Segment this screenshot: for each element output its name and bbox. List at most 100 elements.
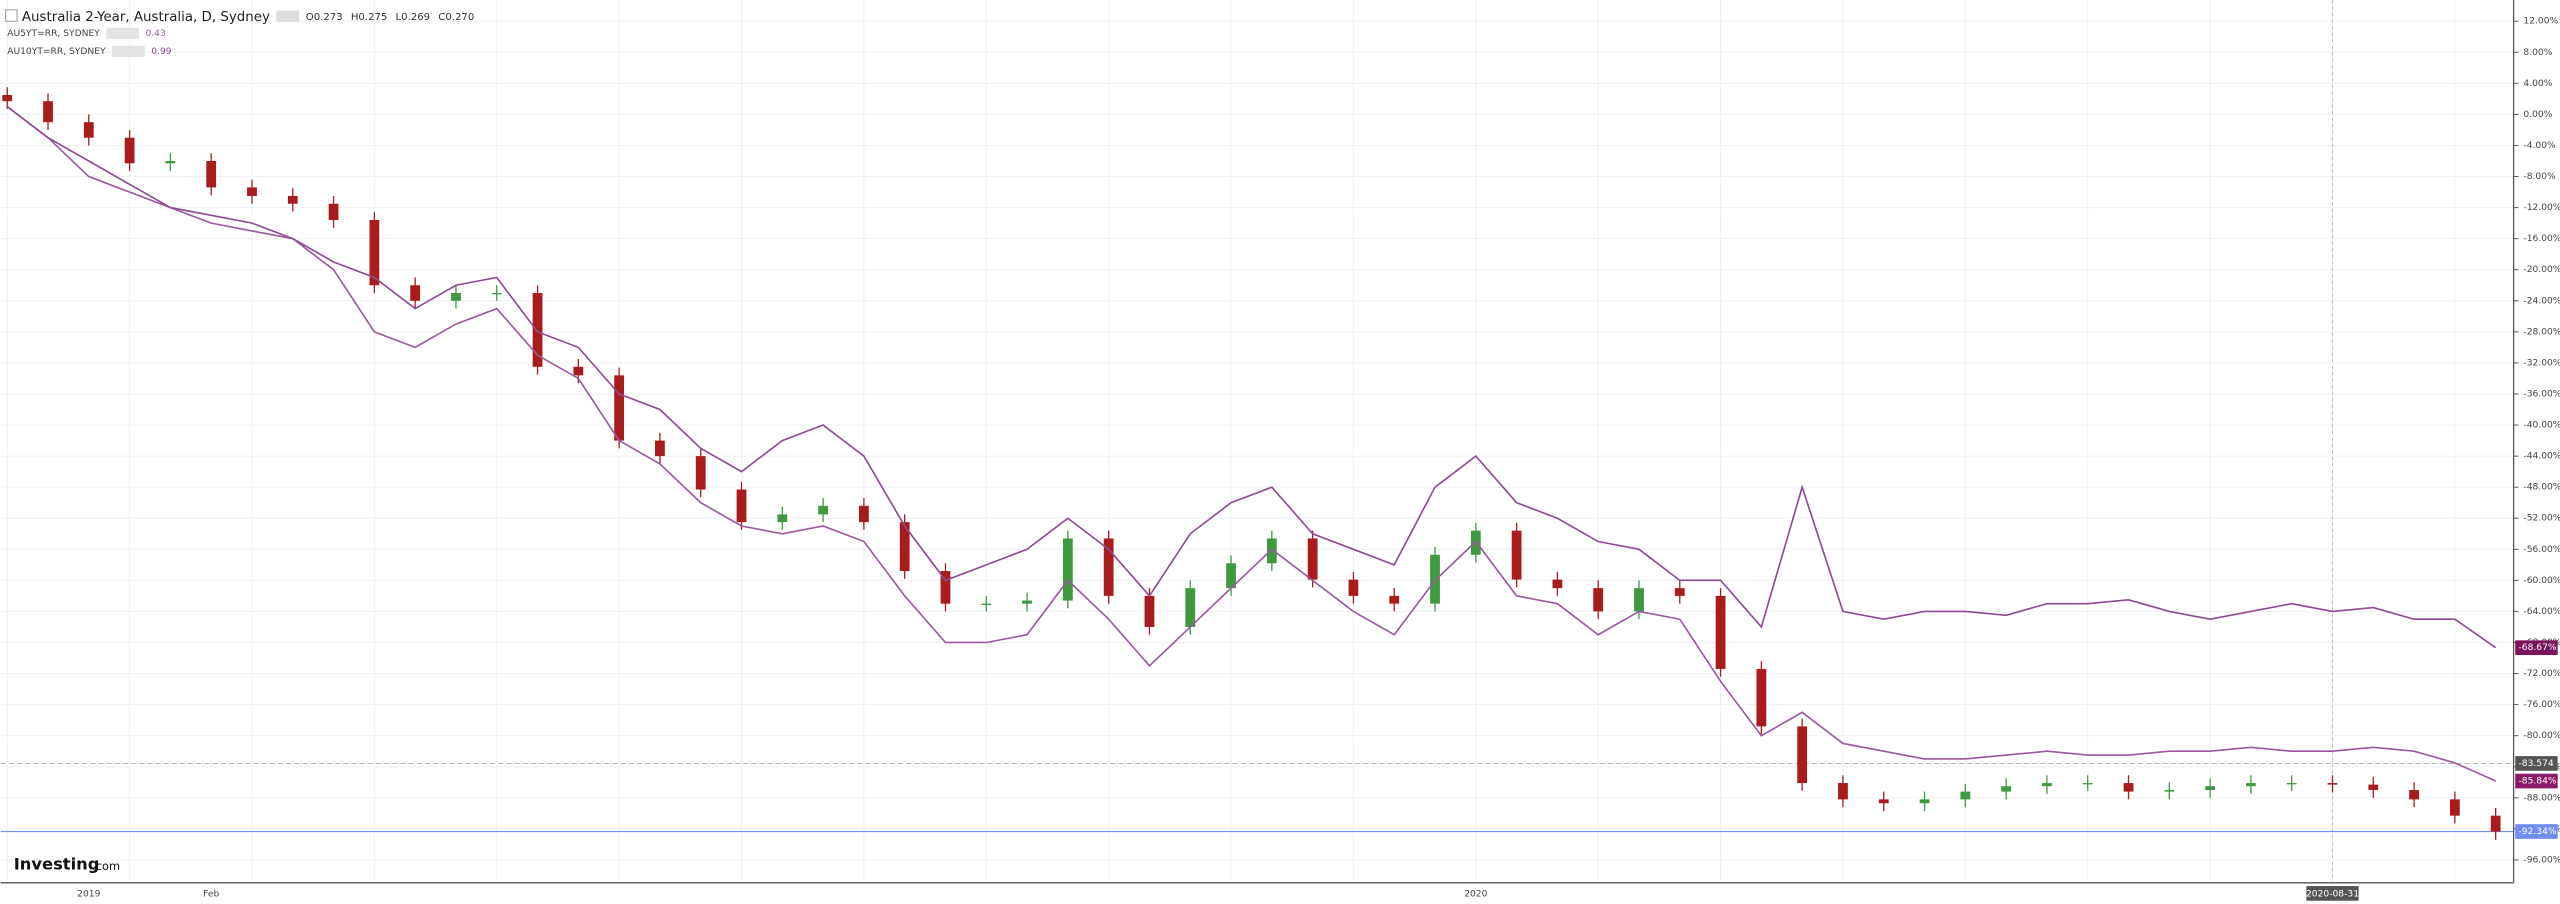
candle-body	[1674, 588, 1685, 596]
candle-body	[859, 505, 869, 523]
candle-body	[2327, 783, 2338, 785]
last-label: -92.34%	[2519, 827, 2557, 837]
candle-body	[2001, 786, 2012, 792]
last-label-bg	[2515, 640, 2558, 656]
crosshair-label-bg	[2306, 886, 2359, 901]
candle-body	[2205, 786, 2216, 791]
y-tick-label: -52.00%	[2523, 514, 2560, 524]
candle-body	[287, 195, 298, 204]
y-tick-label: -24.00%	[2523, 296, 2560, 306]
candle-body	[1797, 726, 1808, 784]
legend-buttons	[276, 10, 300, 23]
candle-body	[247, 187, 257, 196]
candle-body	[2368, 784, 2379, 791]
y-tick-label: -48.00%	[2523, 483, 2560, 493]
candle-body	[2286, 783, 2297, 785]
series-legend: AU5YT=RR, SYDNEY	[7, 29, 100, 39]
candle-body	[1593, 588, 1604, 612]
x-tick-label: 2019	[77, 890, 100, 900]
last-label-bg	[2515, 824, 2558, 839]
y-tick-label: -64.00%	[2523, 607, 2560, 617]
watermark: Investing .com	[14, 854, 120, 873]
y-tick-label: -56.00%	[2523, 545, 2560, 555]
candle-body	[818, 505, 828, 515]
candle-body	[695, 456, 706, 490]
candle-body	[328, 203, 339, 221]
watermark-suffix: .com	[92, 859, 120, 873]
legend-value: 0.99	[151, 47, 172, 57]
y-tick-label: -16.00%	[2523, 234, 2560, 244]
legend-value: 0.43	[145, 29, 166, 39]
candle-body	[1878, 799, 1889, 804]
y-tick-label: -76.00%	[2523, 700, 2560, 710]
candle-body	[2164, 790, 2175, 792]
collapse-icon[interactable]	[5, 9, 18, 22]
last-label: -68.67%	[2519, 643, 2557, 653]
candle-body	[614, 375, 625, 441]
x-tick-label: 2020-08-31	[2306, 890, 2359, 900]
y-tick-label: -40.00%	[2523, 421, 2560, 431]
last-label: -85.84%	[2519, 777, 2557, 787]
candle-body	[2449, 799, 2460, 816]
candle-body	[1185, 588, 1196, 627]
last-label-bg	[2515, 773, 2558, 789]
legend-buttons	[112, 45, 145, 58]
ohlc-value: L0.269	[396, 12, 431, 23]
axis-labels: 12.00% 8.00% 4.00% 0.00% -4.00% -8.00% -12.00%…	[77, 10, 2560, 901]
y-tick-label: 8.00%	[2523, 48, 2552, 58]
grid	[0, 0, 2514, 883]
y-tick-label: -60.00%	[2523, 576, 2560, 586]
series-line	[6, 105, 2496, 782]
price-label: -83.574	[2519, 759, 2554, 769]
ohlc-value: O0.273	[306, 12, 343, 23]
series-line	[6, 105, 2497, 649]
candle-body	[1307, 538, 1318, 580]
y-tick-label: -44.00%	[2523, 452, 2560, 462]
candle-body	[1919, 799, 1930, 804]
candle-body	[1389, 595, 1400, 604]
candle-body	[43, 101, 53, 123]
candle-body	[491, 293, 502, 295]
candle-body	[410, 285, 421, 301]
candle-body	[1103, 538, 1114, 596]
candle-body	[899, 522, 910, 572]
legend: Australia 2-Year, Australia, D, Sydney A…	[5, 9, 270, 57]
watermark-brand: Investing	[14, 854, 100, 873]
candle-body	[573, 366, 584, 376]
candle-body	[2082, 783, 2093, 785]
candle-body	[1226, 563, 1236, 589]
candle-body	[2246, 783, 2256, 787]
candle-body	[532, 293, 543, 367]
candle-body	[1022, 600, 1032, 604]
y-tick-label: -4.00%	[2523, 141, 2556, 151]
candle-body	[2123, 783, 2134, 792]
candle-body	[369, 220, 380, 286]
series-legend: AU10YT=RR, SYDNEY	[7, 47, 106, 57]
candle-body	[981, 603, 992, 605]
y-tick-label: -20.00%	[2523, 265, 2560, 275]
candle-body	[1960, 791, 1971, 800]
candle-body	[655, 440, 665, 457]
candle-body	[451, 293, 461, 301]
candle-body	[1266, 538, 1277, 564]
x-tick-label: 2020	[1464, 890, 1487, 900]
ohlc-value: C0.270	[438, 12, 474, 23]
y-tick-label: -8.00%	[2523, 172, 2556, 182]
candle-body	[83, 122, 94, 138]
y-tick-label: -96.00%	[2523, 855, 2560, 865]
price-label-bg	[2515, 756, 2558, 771]
y-tick-label: -72.00%	[2523, 669, 2560, 679]
candle-body	[2490, 815, 2501, 832]
y-tick-label: -28.00%	[2523, 327, 2560, 337]
candle-body	[1144, 595, 1155, 627]
candle-body	[1511, 530, 1522, 580]
y-tick-label: 0.00%	[2523, 110, 2552, 120]
candle-body	[1634, 588, 1644, 612]
candle-body	[2042, 783, 2052, 787]
plot	[0, 87, 2514, 840]
candle-body	[1838, 783, 1848, 800]
y-tick-label: -12.00%	[2523, 203, 2560, 213]
candle-body	[1756, 668, 1767, 727]
